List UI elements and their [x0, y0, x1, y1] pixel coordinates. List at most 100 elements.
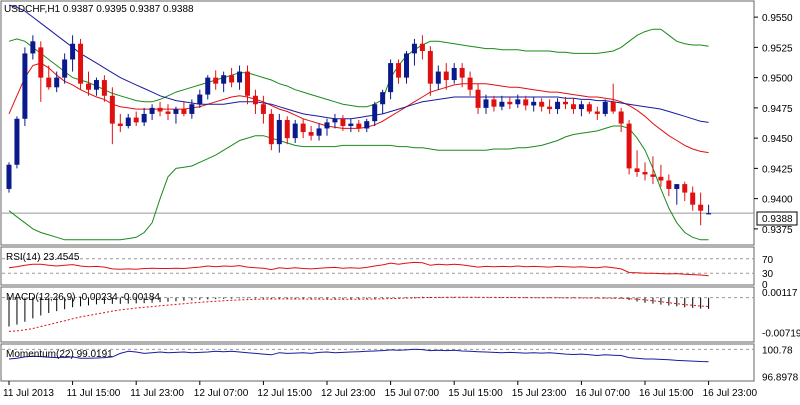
candle-body	[650, 174, 656, 177]
rsi-series	[8, 261, 709, 277]
macd-label: MACD(12,26,9)	[6, 292, 75, 303]
candle-body	[221, 75, 227, 84]
candle-body	[93, 80, 99, 90]
candle-body	[324, 122, 330, 129]
candle-body	[292, 123, 298, 139]
candle-body	[340, 118, 346, 127]
x-axis-label: 12 Jul 23:00	[321, 388, 376, 399]
candle-body	[380, 92, 386, 105]
candle-body	[356, 123, 362, 129]
candle-body	[276, 119, 282, 145]
candle-body	[308, 132, 314, 136]
ohlc-close: 0.9388	[163, 4, 194, 15]
candle-body	[268, 113, 274, 145]
symbol-label: USDCHF,H1	[4, 4, 61, 15]
ma-slow-line	[8, 4, 709, 123]
rsi-tick-label: 30	[762, 269, 774, 280]
candle-body	[547, 106, 553, 110]
candle-body	[483, 99, 489, 108]
candle-body	[419, 43, 425, 52]
candle-body	[570, 104, 576, 110]
momentum-panel-frame	[0, 343, 755, 382]
momentum-line	[8, 348, 709, 363]
momentum-tick-label: 96.8978	[762, 373, 799, 384]
candle-body	[348, 123, 354, 127]
candle-body	[451, 67, 457, 81]
bollinger-lower-line	[8, 125, 709, 241]
momentum-series	[8, 348, 709, 363]
candle-body	[316, 128, 322, 136]
bollinger-bands	[8, 28, 709, 241]
candle-body	[38, 47, 44, 78]
candle-body	[467, 77, 473, 90]
x-axis-label: 16 Jul 07:00	[575, 388, 630, 399]
candle-body	[626, 123, 632, 169]
candle-body	[459, 67, 465, 78]
candle-body	[181, 109, 187, 114]
momentum-tick-label: 100.78	[762, 345, 793, 356]
candle-body	[475, 89, 481, 108]
candle-body	[14, 118, 20, 165]
candle-body	[539, 101, 545, 107]
candle-body	[499, 101, 505, 107]
price-tick-label: 0.9525	[762, 43, 793, 54]
candle-body	[86, 83, 91, 90]
candle-body	[165, 111, 171, 114]
candle-body	[260, 104, 266, 114]
candle-body	[388, 63, 394, 93]
candle-body	[101, 80, 107, 96]
ohlc-open: 0.9387	[63, 4, 94, 15]
x-axis-label: 11 Jul 2013	[3, 388, 54, 399]
price-tick-label: 0.9450	[762, 134, 793, 145]
macd-tick-label: -0.00719	[762, 328, 800, 339]
x-axis-label: 15 Jul 23:00	[512, 388, 567, 399]
candle-body	[62, 59, 68, 78]
x-axis-label: 12 Jul 07:00	[194, 388, 249, 399]
candle-body	[6, 164, 12, 189]
rsi-line	[8, 261, 709, 277]
macd-header: MACD(12,26,9) -0.00234 -0.00184	[6, 292, 160, 303]
candle-body	[396, 63, 402, 78]
candle-body	[30, 41, 36, 54]
x-axis-label: 15 Jul 15:00	[448, 388, 503, 399]
candle-body	[252, 95, 258, 105]
price-tick-label: 0.9500	[762, 74, 793, 85]
candle-body	[578, 104, 584, 110]
candle-body	[189, 104, 195, 114]
candle-body	[149, 107, 155, 114]
candle-body	[602, 101, 608, 114]
rsi-label: RSI(14)	[6, 252, 40, 263]
rsi-tick-label: 0	[762, 280, 768, 291]
candle-body	[364, 121, 370, 129]
price-tick-label: 0.9400	[762, 195, 793, 206]
candle-body	[674, 184, 680, 189]
candle-body	[443, 71, 449, 81]
macd-series	[8, 296, 710, 332]
candle-body	[54, 77, 60, 88]
candle-body	[237, 71, 243, 83]
candle-body	[618, 111, 624, 124]
candle-body	[706, 213, 712, 215]
x-axis-label: 16 Jul 15:00	[639, 388, 694, 399]
x-axis-label: 12 Jul 15:00	[257, 388, 312, 399]
candle-body	[427, 51, 433, 84]
price-tick-label: 0.9375	[762, 225, 793, 236]
candle-body	[109, 95, 115, 124]
candle-body	[141, 113, 147, 123]
candle-body	[658, 176, 664, 181]
candle-body	[523, 99, 529, 106]
candle-body	[133, 117, 139, 123]
macd-value: -0.00234	[78, 292, 118, 303]
last-price-label: 0.9388	[762, 214, 793, 225]
macd-signal-line	[8, 296, 709, 332]
candle-body	[229, 75, 235, 83]
candle-body	[125, 117, 131, 127]
macd-tick-label: 0.00117	[762, 288, 798, 299]
ohlc-high: 0.9395	[96, 4, 127, 15]
bollinger-upper-line	[8, 28, 709, 108]
macd-signal-value: -0.00184	[121, 292, 161, 303]
candle-body	[197, 94, 203, 105]
price-panel-header: USDCHF,H1 0.9387 0.9395 0.9387 0.9388	[4, 4, 194, 15]
candle-body	[435, 71, 441, 84]
